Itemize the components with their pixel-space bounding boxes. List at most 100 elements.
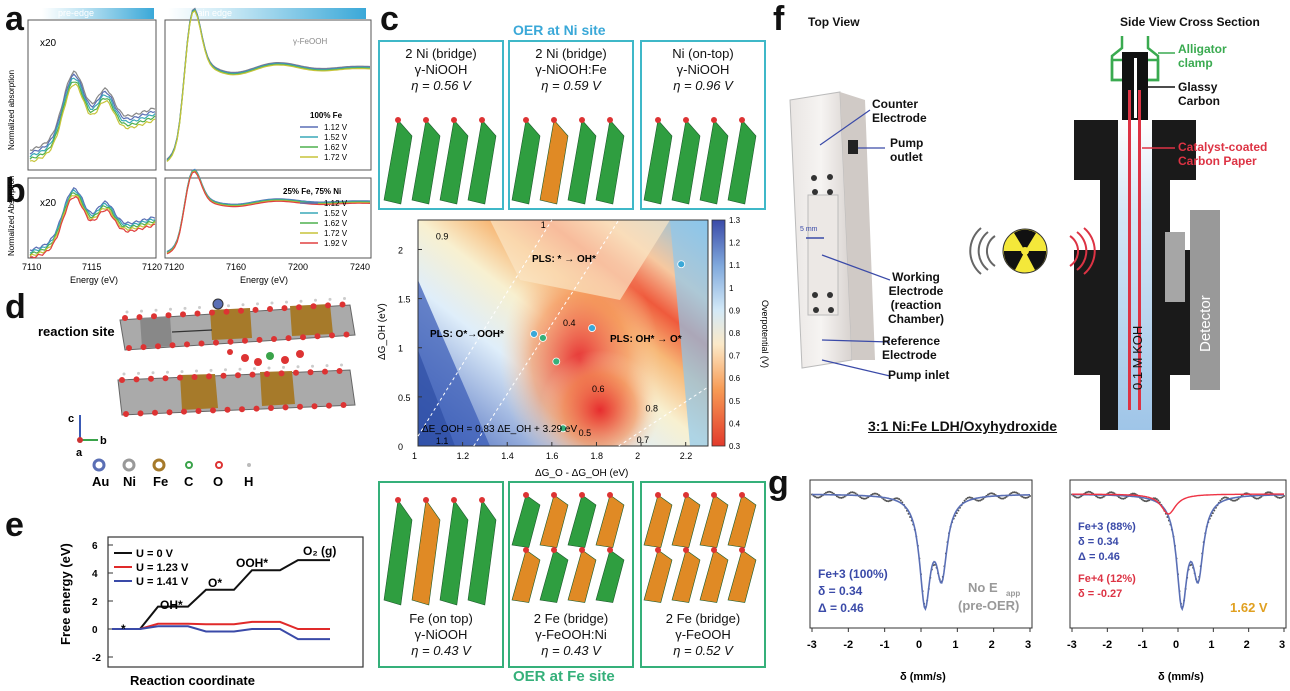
o-atom bbox=[395, 497, 401, 503]
spectrum-line bbox=[29, 189, 156, 254]
o-atom bbox=[343, 331, 350, 338]
a-legend-entry: 1.12 V bbox=[324, 123, 348, 132]
hm-xtick-label: 2.2 bbox=[680, 451, 693, 461]
octahedron bbox=[699, 119, 729, 205]
h-atom bbox=[166, 370, 169, 374]
e-legend: U = 0 V U = 1.23 V U = 1.41 V bbox=[114, 548, 189, 588]
panel-label-f: f bbox=[773, 0, 785, 38]
pls-1: PLS: * → OH* bbox=[532, 254, 596, 265]
o-atom bbox=[136, 314, 143, 321]
data-point bbox=[991, 492, 994, 495]
h-atom bbox=[343, 297, 346, 300]
data-point bbox=[988, 492, 991, 495]
data-point bbox=[871, 493, 874, 496]
e-ytick-label: 0 bbox=[92, 625, 98, 636]
hm-point bbox=[677, 260, 686, 269]
h-atom bbox=[140, 309, 143, 313]
data-point bbox=[1121, 497, 1123, 500]
pre-edge-text: pre-edge bbox=[58, 8, 94, 18]
a-legend-entry: 1.52 V bbox=[324, 133, 348, 142]
b-pre-edge-curves bbox=[29, 187, 156, 259]
o-atom bbox=[256, 336, 263, 343]
a-legend-entry: 1.72 V bbox=[324, 153, 348, 162]
o-atom bbox=[325, 302, 331, 309]
g-xlabel-left: δ (mm/s) bbox=[900, 671, 946, 683]
o-atom bbox=[253, 405, 260, 412]
data-point bbox=[1011, 491, 1014, 494]
data-point bbox=[1280, 496, 1282, 499]
heatmap-frame bbox=[417, 219, 709, 447]
g-xticks: -3 -2 -1 0 1 2 3 -3 -2 -1 0 1 2 3 bbox=[807, 628, 1285, 651]
a-x20: x20 bbox=[40, 38, 57, 49]
heatmap-field bbox=[418, 220, 708, 446]
data-point bbox=[1143, 500, 1146, 502]
data-point bbox=[1001, 497, 1003, 500]
data-point bbox=[1131, 492, 1134, 495]
g-right-volt: 1.62 V bbox=[1230, 600, 1268, 615]
h-atom bbox=[267, 366, 271, 370]
c-top2-l2: γ-NiOOH:Fe bbox=[535, 62, 607, 77]
o-atom bbox=[711, 547, 717, 553]
o-atom bbox=[119, 377, 125, 383]
o-atom bbox=[336, 368, 343, 374]
o-atom bbox=[310, 303, 317, 310]
pump-inlet-label: Pump inlet bbox=[888, 368, 950, 382]
a-ylabel: Normalized absorption bbox=[7, 70, 16, 150]
data-point bbox=[817, 496, 820, 499]
octahedron bbox=[671, 549, 701, 603]
data-point bbox=[814, 495, 817, 498]
o-atom bbox=[607, 117, 613, 123]
data-point bbox=[854, 492, 857, 495]
e-ytick-label: -2 bbox=[92, 653, 101, 664]
e-xlabel: Reaction coordinate bbox=[130, 673, 255, 688]
panel-label-b: b bbox=[5, 172, 26, 210]
data-point bbox=[1077, 496, 1080, 499]
octahedron bbox=[727, 494, 757, 548]
octahedron bbox=[671, 494, 701, 548]
c-top3-l3: η = 0.96 V bbox=[673, 78, 733, 93]
g-xtick-label: 1 bbox=[1208, 639, 1214, 651]
data-point bbox=[899, 499, 902, 502]
o-atom bbox=[479, 497, 485, 503]
data-point bbox=[1027, 496, 1030, 499]
data-point bbox=[1124, 497, 1126, 500]
data-point bbox=[849, 491, 852, 494]
cbar-tick-label: 1.2 bbox=[729, 239, 741, 248]
c-top2-l1: 2 Ni (bridge) bbox=[535, 46, 607, 61]
h-atom bbox=[285, 300, 288, 304]
hm-xtick-label: 1.8 bbox=[590, 451, 603, 461]
panel-ab-plots: pre-edge main edge x20 x20 Normalized ab… bbox=[7, 7, 372, 285]
g-left-noeapp: No E bbox=[968, 580, 998, 595]
panel-label-g: g bbox=[768, 464, 789, 502]
reference-electrode-label: Reference Electrode bbox=[882, 334, 941, 362]
legend-c: C bbox=[184, 474, 194, 489]
data-point bbox=[1140, 498, 1143, 501]
e-legend-entry: U = 0 V bbox=[136, 548, 174, 560]
h-atom bbox=[299, 299, 303, 303]
hm-contour-label: 0.7 bbox=[637, 435, 650, 445]
h-atom bbox=[180, 370, 184, 374]
octahedron bbox=[643, 549, 673, 603]
axis-a-label: a bbox=[76, 447, 83, 459]
hm-xtick-label: 2 bbox=[635, 451, 640, 461]
o-atom bbox=[296, 304, 302, 311]
data-point bbox=[1237, 497, 1240, 500]
c-bot1-l1: Fe (on top) bbox=[409, 611, 473, 626]
o-atom bbox=[655, 547, 661, 553]
b-legend: 1.12 V1.52 V1.62 V1.72 V1.92 V bbox=[300, 199, 348, 248]
h-atom bbox=[122, 372, 126, 376]
o-atom bbox=[314, 333, 321, 340]
o-atom bbox=[235, 372, 241, 379]
o-atom bbox=[162, 375, 169, 382]
line-u123 bbox=[112, 620, 330, 630]
hm-point bbox=[539, 334, 547, 342]
hm-point bbox=[530, 330, 538, 338]
legend-fe: Fe bbox=[153, 474, 168, 489]
data-point bbox=[1025, 496, 1028, 499]
o-atom bbox=[322, 368, 328, 375]
o-atom bbox=[140, 344, 147, 351]
b-ylabel: Normalized Absorption bbox=[7, 176, 16, 256]
data-point bbox=[1155, 498, 1158, 501]
data-point bbox=[1108, 491, 1111, 494]
o-atom bbox=[300, 334, 306, 341]
